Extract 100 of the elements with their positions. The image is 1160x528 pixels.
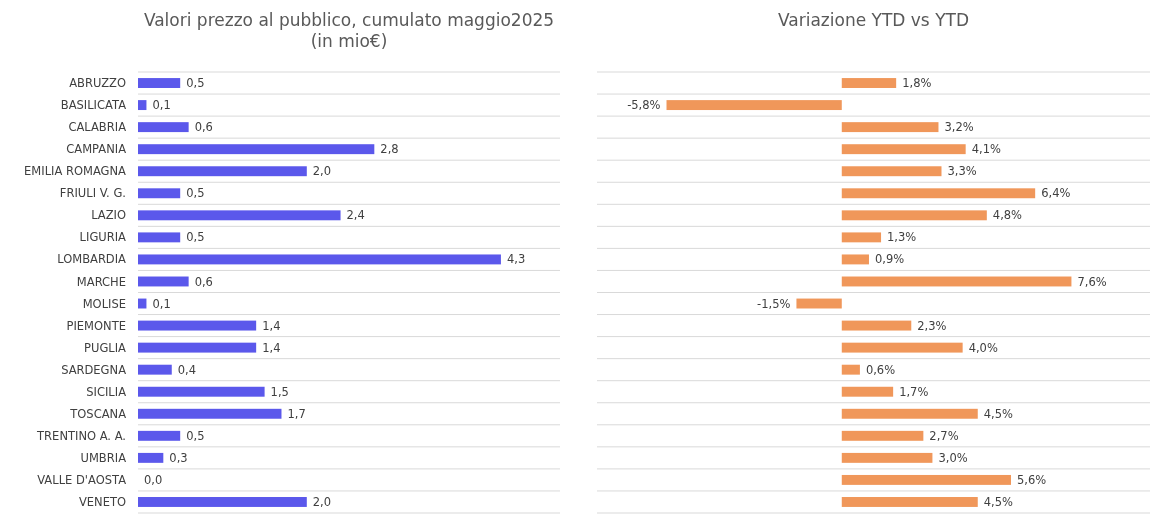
data-label: 0,4 [177, 362, 197, 377]
bar [841, 254, 869, 265]
data-label: 2,4 [346, 208, 365, 223]
bar [841, 210, 987, 221]
bar [841, 78, 897, 88]
y-tick-label: VENETO [78, 495, 126, 509]
bar [841, 122, 939, 133]
bar [841, 408, 978, 419]
bar [138, 320, 257, 331]
data-label: 4,5% [983, 495, 1014, 509]
bar [841, 430, 924, 441]
bar [666, 100, 842, 111]
bar [841, 452, 933, 463]
data-label: 1,7% [899, 384, 929, 399]
bar [841, 342, 963, 353]
chart-title: Variazione YTD vs YTD [778, 10, 969, 30]
bar [138, 430, 181, 441]
bar [841, 364, 860, 375]
bar [841, 474, 1011, 485]
data-label: 6,4% [1041, 186, 1071, 201]
bar [138, 452, 164, 463]
data-label: 4,1% [971, 142, 1001, 157]
y-tick-label: CALABRIA [68, 120, 127, 135]
bar [138, 210, 341, 221]
y-tick-label: PIEMONTE [66, 318, 126, 333]
y-tick-label: EMILIA ROMAGNA [24, 164, 127, 179]
bar [138, 144, 375, 155]
bar [796, 298, 842, 309]
data-label: 0,6% [865, 362, 896, 377]
data-label: 1,8% [902, 76, 932, 91]
data-label: 0,5 [186, 186, 205, 201]
data-label: 0,5 [186, 428, 205, 443]
data-label: 2,0 [312, 495, 332, 509]
bar [138, 188, 181, 199]
bar [138, 166, 307, 177]
data-label: 2,0 [312, 164, 332, 179]
data-label: 5,6% [1016, 472, 1047, 487]
data-label: 3,2% [944, 120, 974, 135]
y-tick-label: SICILIA [86, 384, 127, 399]
bar [841, 144, 966, 155]
bar [138, 254, 501, 265]
y-tick-label: MOLISE [82, 296, 126, 311]
bar [841, 188, 1036, 199]
y-tick-label: BASILICATA [60, 98, 127, 113]
bar [138, 408, 282, 419]
data-label: 1,4 [262, 340, 281, 355]
data-label: 1,3% [887, 230, 917, 245]
data-label: 4,8% [992, 208, 1023, 223]
y-tick-label: ABRUZZO [69, 76, 126, 91]
bar [138, 342, 257, 353]
data-label: 1,5 [270, 384, 289, 399]
data-label: 2,7% [929, 428, 959, 443]
data-label: 2,3% [917, 318, 947, 333]
y-tick-label: MARCHE [76, 274, 126, 289]
y-tick-label: LAZIO [91, 208, 126, 223]
data-label: 0,5 [186, 76, 205, 91]
chart-title: Valori prezzo al pubblico, cumulato maggio2025 (in mio€) [143, 10, 555, 51]
data-label: 7,6% [1077, 274, 1107, 289]
y-tick-label: VALLE D'AOSTA [37, 472, 127, 487]
y-tick-label: TRENTINO A. A. [36, 428, 126, 443]
data-label: 1,7 [287, 406, 306, 421]
y-tick-label: FRIULI V. G. [59, 186, 126, 201]
data-label: 2,8 [380, 142, 399, 157]
bar [841, 166, 942, 177]
data-label: 0,6 [194, 274, 213, 289]
data-label: 0,5 [186, 230, 205, 245]
data-label: 4,5% [983, 406, 1014, 421]
data-label: 0,6 [194, 120, 213, 135]
bar [841, 232, 882, 243]
data-label: 0,0 [144, 472, 163, 487]
data-label: 0,1 [152, 98, 171, 113]
y-tick-label: TOSCANA [69, 406, 127, 421]
y-tick-label: PUGLIA [84, 340, 127, 355]
data-label: 0,3 [169, 450, 188, 465]
bar [841, 386, 894, 397]
data-label: 0,1 [152, 296, 171, 311]
bar [138, 276, 189, 287]
bar [841, 320, 912, 331]
data-label: 0,9% [874, 252, 905, 267]
bar [138, 78, 181, 88]
data-label: 3,0% [938, 450, 968, 465]
bar [138, 232, 181, 243]
y-tick-label: UMBRIA [80, 450, 127, 465]
data-label: 4,0% [968, 340, 998, 355]
y-tick-label: SARDEGNA [61, 362, 127, 377]
bar [138, 386, 265, 397]
data-label: -5,8% [627, 98, 661, 113]
data-label: 3,3% [947, 164, 977, 179]
bar [841, 497, 978, 507]
bar [138, 122, 189, 133]
bar [841, 276, 1072, 287]
data-label: 1,4 [262, 318, 281, 333]
bar [138, 100, 147, 111]
y-tick-label: CAMPANIA [66, 142, 127, 157]
data-label: 4,3 [506, 252, 526, 267]
bar [138, 364, 172, 375]
bar [138, 497, 307, 507]
data-label: -1,5% [757, 296, 791, 311]
y-tick-label: LOMBARDIA [57, 252, 127, 267]
y-tick-label: LIGURIA [79, 230, 127, 245]
